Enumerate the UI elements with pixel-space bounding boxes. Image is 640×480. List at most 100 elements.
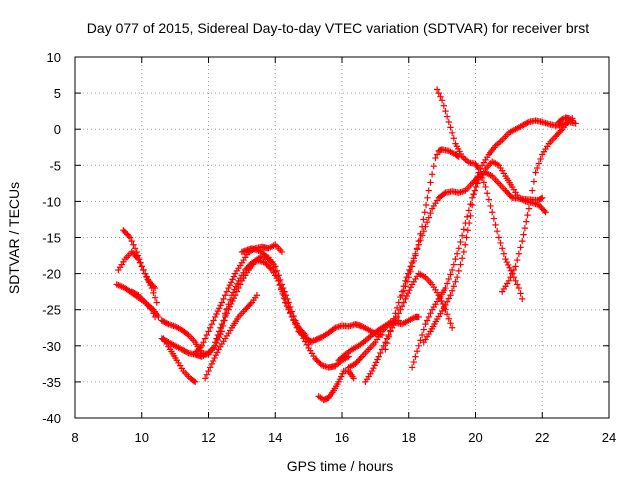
series-16 (345, 313, 422, 371)
series-19 (398, 146, 463, 299)
data-point (537, 155, 544, 163)
data-point (463, 213, 471, 220)
data-point (212, 351, 220, 359)
x-tick-label: 8 (71, 430, 78, 445)
x-tick-label: 20 (468, 430, 482, 445)
data-point (393, 313, 401, 321)
series-7 (160, 335, 199, 386)
data-point (445, 315, 452, 322)
data-point (410, 358, 417, 366)
data-point (405, 274, 412, 281)
data-point (524, 211, 531, 219)
data-point (278, 248, 286, 256)
data-point (541, 207, 548, 214)
data-point (523, 218, 530, 225)
data-point (448, 129, 456, 137)
y-axis-label: SDTVAR / TECUs (6, 182, 22, 294)
data-point (420, 326, 427, 333)
data-point (517, 244, 524, 251)
data-point (138, 263, 145, 270)
data-point (407, 268, 414, 275)
data-point (278, 286, 285, 293)
data-point (205, 328, 212, 335)
data-point (390, 315, 397, 322)
data-point (413, 245, 421, 252)
data-point (447, 292, 454, 299)
data-point (283, 302, 291, 310)
data-point (421, 209, 428, 216)
data-point (448, 287, 456, 294)
data-point (134, 252, 142, 259)
data-point (524, 119, 531, 126)
data-point (372, 359, 380, 366)
data-point (357, 354, 364, 362)
data-point (453, 274, 461, 281)
data-point (527, 196, 534, 203)
data-point (413, 348, 421, 355)
data-point (412, 252, 419, 259)
series-14 (315, 367, 357, 404)
data-point (433, 86, 441, 93)
data-point (211, 313, 219, 321)
data-point (190, 377, 198, 385)
data-point (350, 375, 357, 382)
data-point (197, 344, 204, 351)
data-point (510, 266, 518, 274)
data-point (443, 298, 451, 305)
data-point (214, 307, 222, 315)
data-point (285, 306, 292, 313)
data-point (209, 357, 217, 365)
data-point (395, 299, 402, 306)
data-point (210, 317, 217, 324)
data-point (525, 205, 533, 212)
data-point (406, 287, 413, 294)
y-tick-label: -30 (42, 339, 61, 354)
data-point (143, 274, 150, 281)
data-point (400, 287, 407, 294)
data-point (529, 187, 536, 194)
data-point (482, 183, 489, 191)
data-point (225, 284, 232, 292)
axis-ticks: 8 10 12 14 16 18 20 22 24 -40 -35 -30 -25 -20 -15 -10 -5… (42, 50, 616, 445)
data-point (226, 296, 234, 303)
data-point (153, 299, 160, 306)
data-point (220, 295, 227, 303)
data-point (214, 331, 222, 339)
data-point (217, 324, 224, 331)
data-point (279, 290, 286, 298)
data-point (415, 237, 422, 245)
data-point (422, 320, 429, 328)
data-point (398, 292, 406, 299)
data-point (487, 202, 494, 210)
data-point (425, 214, 432, 221)
data-point (227, 279, 235, 286)
data-point (225, 301, 232, 308)
data-point (506, 264, 513, 272)
data-point (220, 317, 227, 324)
data-point (425, 313, 432, 321)
data-point (503, 258, 511, 266)
data-point (388, 320, 396, 328)
data-point (458, 232, 466, 239)
data-point (488, 209, 496, 216)
data-point (460, 226, 468, 233)
data-point (404, 289, 412, 297)
data-point (141, 270, 149, 277)
data-point (377, 349, 384, 357)
data-point (272, 268, 279, 275)
data-point (495, 234, 503, 241)
data-point (500, 250, 508, 257)
data-point (218, 320, 226, 328)
data-point (512, 277, 519, 285)
data-point (492, 221, 499, 229)
data-point (282, 299, 289, 306)
data-point (183, 330, 191, 338)
data-point (206, 324, 214, 331)
data-point (130, 241, 137, 248)
x-tick-label: 18 (402, 430, 416, 445)
data-point (450, 261, 458, 268)
data-point (465, 219, 473, 227)
data-point (472, 183, 480, 191)
data-point (445, 275, 452, 283)
y-tick-label: -25 (42, 303, 61, 318)
